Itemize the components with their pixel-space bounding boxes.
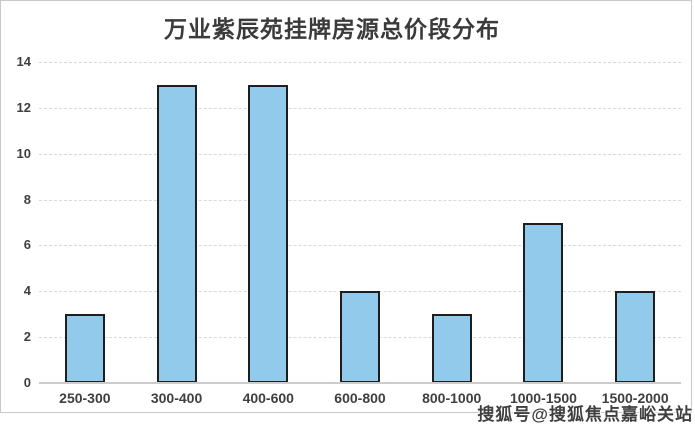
bar-300-400 [156, 84, 197, 383]
y-tick-label: 8 [23, 191, 31, 207]
y-tick-label: 14 [16, 54, 31, 69]
y-tick-label: 12 [16, 99, 31, 115]
y-tick-label: 4 [23, 283, 31, 299]
gridline [39, 153, 681, 155]
gridline [39, 245, 681, 247]
watermark: 搜狐号@搜狐焦点嘉峪关站 [477, 405, 693, 424]
x-tick-label: 1000-1500 [509, 390, 577, 406]
x-tick-label: 800-1000 [422, 390, 482, 406]
bar-400-600 [248, 84, 289, 383]
bar-1000-1500 [523, 222, 564, 383]
bar-1500-2000 [615, 291, 656, 383]
y-tick-label: 6 [23, 237, 31, 253]
chart-card: 万业紫辰苑挂牌房源总价段分布 0 2 4 6 8 10 12 14 250-300 300-40… [0, 0, 692, 413]
bar-800-1000 [431, 314, 472, 383]
gridline [39, 107, 681, 109]
chart-title: 万业紫辰苑挂牌房源总价段分布 [164, 16, 500, 42]
x-tick-label: 250-300 [59, 390, 111, 406]
x-tick-label: 300-400 [150, 390, 203, 406]
x-axis-line [39, 382, 681, 384]
plot-area [39, 62, 681, 383]
x-tick-label: 400-600 [242, 390, 294, 406]
bar-600-800 [340, 291, 380, 383]
bar-250-300 [64, 314, 105, 383]
y-tick-label: 0 [23, 375, 31, 390]
x-tick-label: 600-800 [334, 390, 386, 406]
x-tick-label: 1500-2000 [601, 390, 669, 406]
gridline [39, 62, 681, 63]
y-tick-label: 10 [16, 145, 31, 161]
y-tick-label: 2 [23, 329, 31, 345]
gridline [39, 199, 681, 201]
